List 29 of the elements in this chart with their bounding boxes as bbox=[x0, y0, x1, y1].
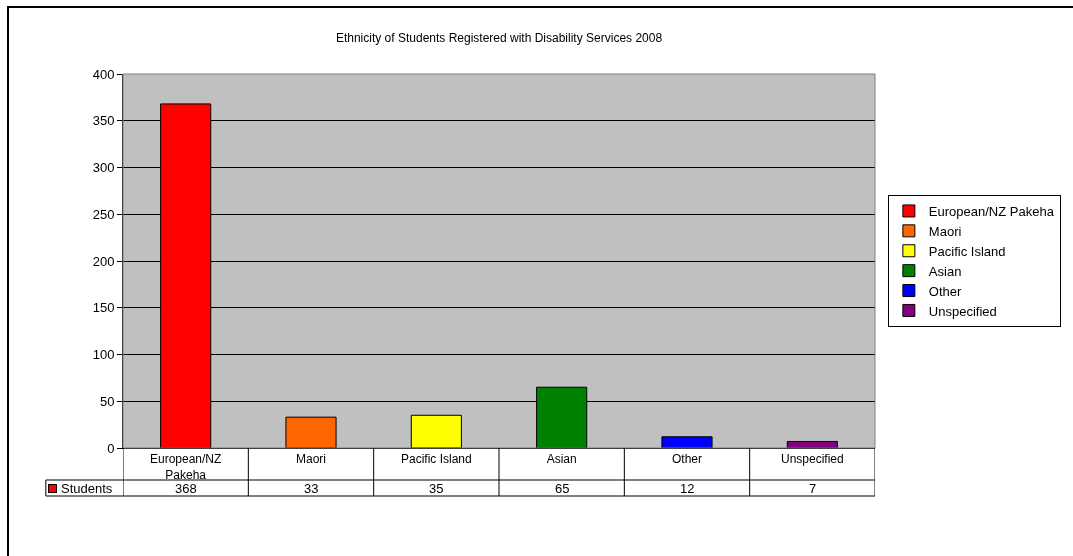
y-tick-label: 0 bbox=[107, 440, 115, 456]
y-tick-label: 300 bbox=[92, 160, 115, 176]
data-label: 368 bbox=[175, 481, 197, 496]
x-tick-label: European/NZ Pakeha bbox=[149, 452, 222, 482]
y-tick-label: 50 bbox=[99, 393, 115, 409]
data-label: 35 bbox=[429, 481, 444, 496]
x-tick-label: Unspecified bbox=[780, 452, 844, 467]
legend-label: Other bbox=[928, 283, 963, 299]
y-tick-label: 400 bbox=[92, 66, 115, 82]
y-tick-label: 200 bbox=[92, 253, 115, 269]
legend-label: Unspecified bbox=[928, 303, 997, 319]
x-tick-label: Other bbox=[671, 452, 703, 467]
text: Students bbox=[61, 481, 113, 496]
chart-title: Ethnicity of Students Registered with Disability Services 2008 bbox=[335, 31, 663, 46]
data-label: 7 bbox=[809, 481, 817, 496]
y-tick-label: 250 bbox=[92, 206, 115, 222]
y-tick-label: 100 bbox=[92, 347, 115, 363]
legend-label: European/NZ Pakeha bbox=[928, 204, 1055, 220]
y-tick-label: 350 bbox=[92, 113, 115, 129]
x-tick-label: Pacific Island bbox=[400, 452, 472, 467]
y-tick-label: 150 bbox=[92, 300, 115, 316]
x-tick-label: Maori bbox=[295, 452, 327, 467]
x-tick-label: Asian bbox=[546, 452, 577, 467]
data-label: 65 bbox=[555, 481, 570, 496]
data-label: 33 bbox=[304, 481, 319, 496]
legend-label: Pacific Island bbox=[928, 243, 1006, 259]
data-label: 12 bbox=[680, 481, 695, 496]
legend-label: Maori bbox=[928, 223, 962, 239]
legend-label: Asian bbox=[928, 263, 962, 279]
